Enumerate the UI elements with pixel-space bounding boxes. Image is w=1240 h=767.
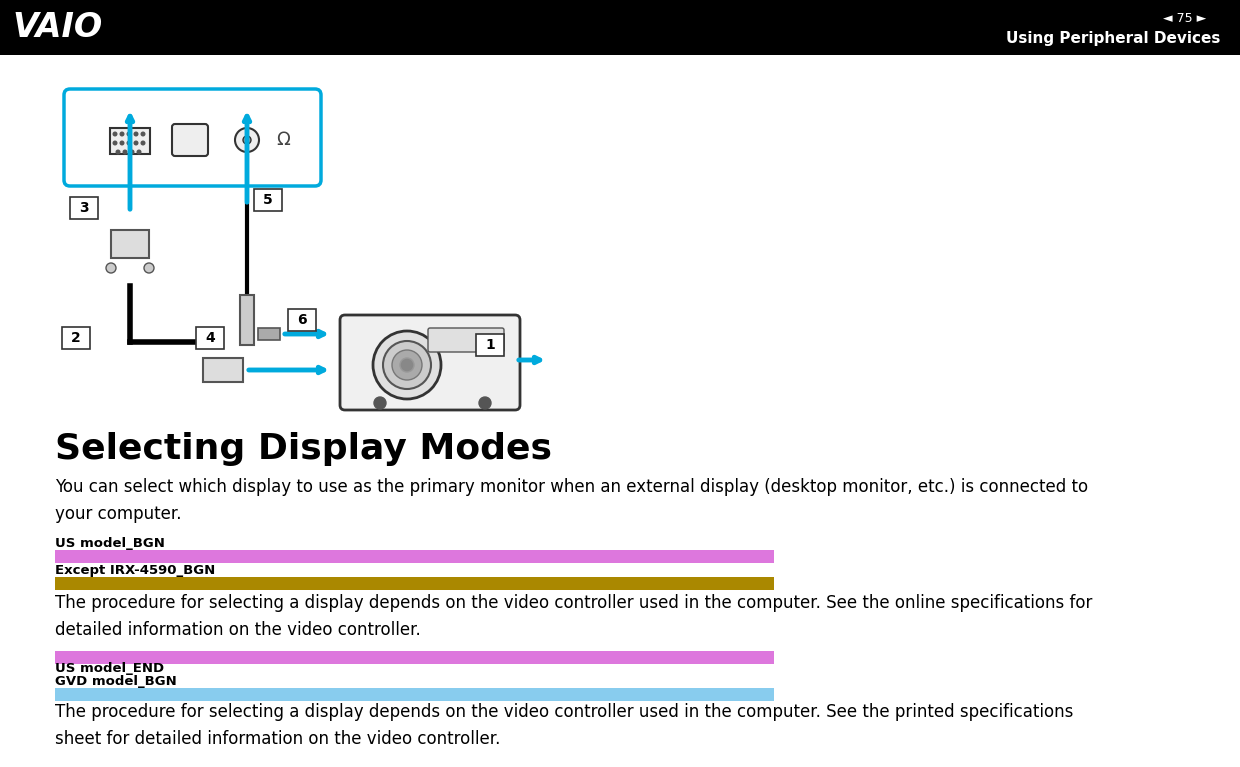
- Circle shape: [479, 397, 491, 409]
- Bar: [196, 327, 224, 349]
- Circle shape: [144, 263, 154, 273]
- Circle shape: [392, 350, 422, 380]
- Bar: [55, 651, 774, 664]
- Text: The procedure for selecting a display depends on the video controller used in th: The procedure for selecting a display de…: [55, 594, 1092, 639]
- Bar: [258, 328, 280, 340]
- Text: GVD model_BGN: GVD model_BGN: [55, 675, 177, 688]
- Circle shape: [236, 128, 259, 152]
- Circle shape: [373, 331, 441, 399]
- Bar: [0, 0, 1240, 55]
- Text: 2: 2: [71, 331, 81, 345]
- Circle shape: [383, 341, 432, 389]
- FancyBboxPatch shape: [64, 89, 321, 186]
- Circle shape: [120, 132, 124, 136]
- Circle shape: [243, 136, 250, 144]
- Text: 4: 4: [205, 331, 215, 345]
- Bar: [112, 230, 149, 258]
- Circle shape: [141, 141, 145, 145]
- Text: VAIO: VAIO: [12, 11, 102, 44]
- Circle shape: [374, 397, 386, 409]
- Circle shape: [128, 141, 130, 145]
- Text: US model_BGN: US model_BGN: [55, 537, 165, 550]
- Text: The procedure for selecting a display depends on the video controller used in th: The procedure for selecting a display de…: [55, 703, 1074, 748]
- Text: Selecting Display Modes: Selecting Display Modes: [55, 432, 552, 466]
- Circle shape: [141, 132, 145, 136]
- Text: Using Peripheral Devices: Using Peripheral Devices: [1006, 31, 1220, 45]
- Circle shape: [138, 150, 141, 154]
- Circle shape: [117, 150, 120, 154]
- Circle shape: [134, 141, 138, 145]
- Text: Ω: Ω: [277, 131, 290, 149]
- Bar: [476, 334, 503, 356]
- Text: ◄ 75 ►: ◄ 75 ►: [1163, 12, 1207, 25]
- Text: Except IRX-4590_BGN: Except IRX-4590_BGN: [55, 564, 216, 577]
- Circle shape: [401, 358, 414, 372]
- Bar: [55, 688, 774, 701]
- FancyBboxPatch shape: [340, 315, 520, 410]
- Circle shape: [113, 132, 117, 136]
- Bar: [288, 309, 316, 331]
- Bar: [254, 189, 281, 211]
- Text: 1: 1: [485, 338, 495, 352]
- Text: 5: 5: [263, 193, 273, 207]
- Bar: [241, 295, 254, 345]
- Circle shape: [130, 150, 134, 154]
- Text: 6: 6: [298, 313, 306, 327]
- Text: US model_END: US model_END: [55, 662, 164, 675]
- Circle shape: [120, 141, 124, 145]
- Bar: [203, 358, 243, 382]
- Circle shape: [123, 150, 126, 154]
- Bar: [55, 550, 774, 563]
- Bar: [69, 197, 98, 219]
- FancyBboxPatch shape: [172, 124, 208, 156]
- Text: 3: 3: [79, 201, 89, 215]
- FancyBboxPatch shape: [428, 328, 503, 352]
- Bar: [55, 577, 774, 590]
- Circle shape: [134, 132, 138, 136]
- Circle shape: [128, 132, 130, 136]
- Bar: [110, 128, 150, 154]
- Circle shape: [113, 141, 117, 145]
- Bar: [62, 327, 91, 349]
- Text: You can select which display to use as the primary monitor when an external disp: You can select which display to use as t…: [55, 478, 1089, 523]
- Circle shape: [105, 263, 117, 273]
